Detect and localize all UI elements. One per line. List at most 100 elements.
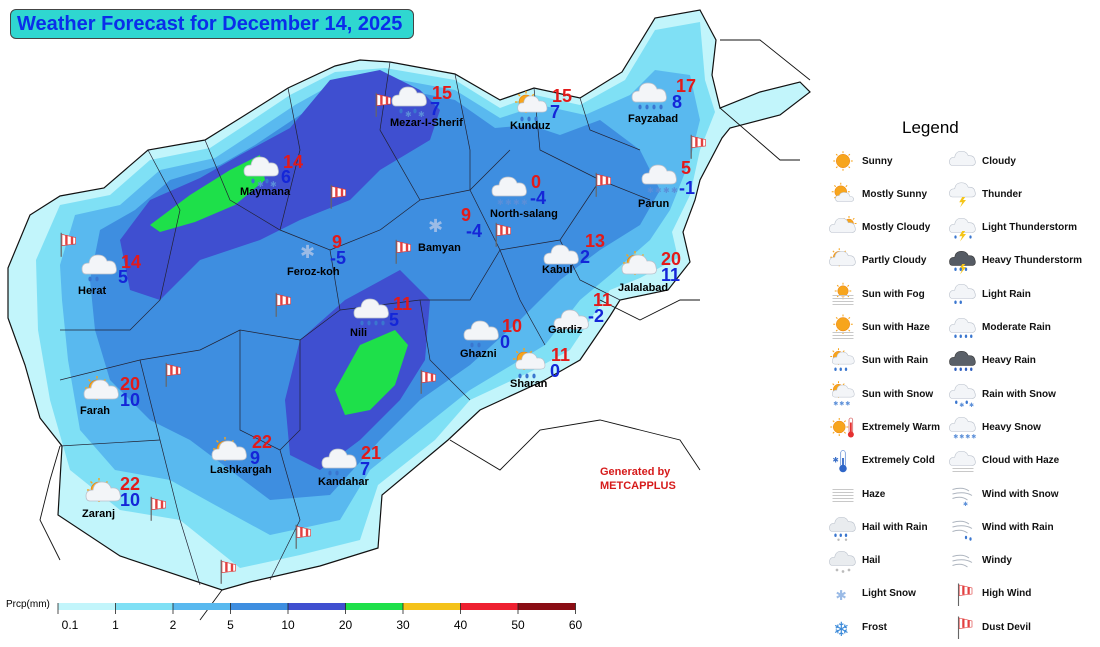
moderate-rain-icon (630, 76, 670, 116)
scale-tick-label: 50 (511, 618, 525, 632)
legend-item: ✱ ✱ Rain with Snow (948, 383, 1056, 409)
city-label: Maymana (240, 186, 291, 198)
cloudy-icon (552, 303, 592, 343)
min-temp: -5 (330, 248, 347, 268)
light-snow-icon: ✱ (290, 230, 330, 270)
min-temp: -4 (530, 188, 547, 208)
legend-item: ✱ ✱ ✱ ✱ Heavy Snow (948, 416, 1041, 441)
precip-color-scale (57, 603, 576, 614)
svg-text:✱: ✱ (963, 501, 968, 508)
max-temp: 11 (393, 294, 413, 314)
sunny-icon (828, 146, 858, 176)
legend-item: Light Rain (948, 283, 1031, 305)
wind-with-rain-icon (948, 512, 978, 542)
precip-scale-title: Prcp(mm) (6, 599, 50, 610)
min-temp: 5 (118, 267, 129, 287)
sun-with-rain-icon (828, 346, 858, 376)
legend-item: High Wind (948, 583, 1032, 606)
legend-label: Wind with Snow (982, 488, 1059, 500)
svg-text:✱: ✱ (270, 180, 277, 189)
legend-item: ❄ Frost (828, 616, 887, 641)
scale-tick-label: 10 (281, 618, 295, 632)
svg-text:✱: ✱ (671, 186, 678, 195)
svg-text:✱: ✱ (663, 186, 670, 195)
min-temp: 5 (389, 310, 400, 330)
legend-label: Haze (862, 488, 886, 500)
partly-cloudy-icon (84, 475, 124, 515)
svg-text:✱: ✱ (257, 180, 264, 189)
cloud-with-haze-icon (948, 446, 978, 476)
light-snow-icon: ✱ (418, 204, 458, 244)
city-label: Kunduz (510, 120, 551, 132)
legend-item: ✱ Wind with Snow (948, 483, 1059, 508)
svg-text:✱: ✱ (959, 402, 964, 409)
extremely-cold-icon: ✱ (828, 446, 858, 476)
min-temp: 0 (550, 361, 561, 381)
dust-devil-icon (948, 612, 978, 642)
legend-label: Hail with Rain (862, 521, 928, 533)
city-label: Feroz-koh (287, 266, 340, 278)
sun-with-fog-icon (828, 279, 858, 309)
scale-segment (403, 603, 461, 610)
city-label: Jalalabad (618, 282, 669, 294)
legend-item: Cloud with Haze (948, 450, 1059, 472)
max-temp: 21 (361, 443, 382, 463)
sun-with-haze-icon (828, 313, 858, 343)
partly-cloudy-icon (210, 434, 250, 474)
light-rain-icon (320, 442, 360, 482)
sun-with-rain-icon (512, 88, 552, 128)
high-wind-icon (60, 232, 76, 257)
min-temp: 7 (550, 102, 561, 122)
max-temp: 15 (552, 86, 573, 106)
legend-label: Sun with Fog (862, 288, 925, 300)
svg-text:✱: ✱ (505, 198, 512, 207)
city-label: Mezar-I-Sherif (390, 117, 463, 129)
svg-text:✱: ✱ (300, 242, 315, 263)
high-wind-icon (165, 362, 181, 387)
legend-item: Thunder (948, 182, 1022, 208)
max-temp: 20 (120, 374, 141, 394)
scale-segment (230, 603, 288, 610)
legend-label: Rain with Snow (982, 388, 1056, 400)
heavy-snow-icon: ✱ ✱ ✱ ✱ (948, 412, 978, 442)
legend-label: High Wind (982, 588, 1032, 600)
min-temp: 10 (120, 390, 141, 410)
high-wind-icon (420, 369, 436, 394)
legend-label: Partly Cloudy (862, 255, 927, 267)
legend-item: ✱ ✱ ✱ Sun with Snow (828, 381, 933, 407)
heavy-thunderstorm-icon (948, 246, 978, 276)
hail-with-rain-icon (828, 512, 858, 542)
scale-segment (345, 603, 403, 610)
svg-text:✱: ✱ (836, 588, 847, 604)
max-temp: 5 (681, 158, 692, 178)
legend-label: Light Snow (862, 588, 916, 600)
high-wind-icon (295, 524, 311, 549)
legend-item: Moderate Rain (948, 317, 1051, 339)
light-rain-icon (948, 279, 978, 309)
min-temp: 11 (661, 265, 681, 285)
city-label: Lashkargah (210, 464, 272, 476)
rain-with-snow-icon: ✱ ✱ (948, 379, 978, 409)
legend-label: Windy (982, 555, 1012, 567)
legend-item: Hail with Rain (828, 516, 928, 542)
legend-item: Heavy Thunderstorm (948, 250, 1083, 275)
legend-item: Heavy Rain (948, 350, 1036, 372)
heavy-rain-icon (948, 346, 978, 376)
city-label: Bamyan (418, 242, 461, 254)
cloudy-icon (948, 146, 978, 176)
precip-zone-20mm-west (150, 155, 265, 232)
svg-text:✱: ✱ (953, 434, 958, 441)
scale-tick-label: 2 (169, 618, 177, 632)
moderate-rain-icon (352, 292, 392, 332)
legend-label: Mostly Sunny (862, 188, 928, 200)
city-label: Farah (80, 405, 110, 417)
precip-zone-20mm-south (335, 330, 408, 415)
min-temp: 7 (430, 99, 441, 119)
legend-label: Heavy Thunderstorm (982, 255, 1083, 267)
legend-label: Cloudy (982, 155, 1016, 167)
wind-markers (60, 92, 706, 584)
legend-label: Dust Devil (982, 621, 1031, 633)
legend-label: Sun with Rain (862, 355, 929, 367)
city-label: North-salang (490, 208, 558, 220)
high-wind-icon (948, 579, 978, 609)
